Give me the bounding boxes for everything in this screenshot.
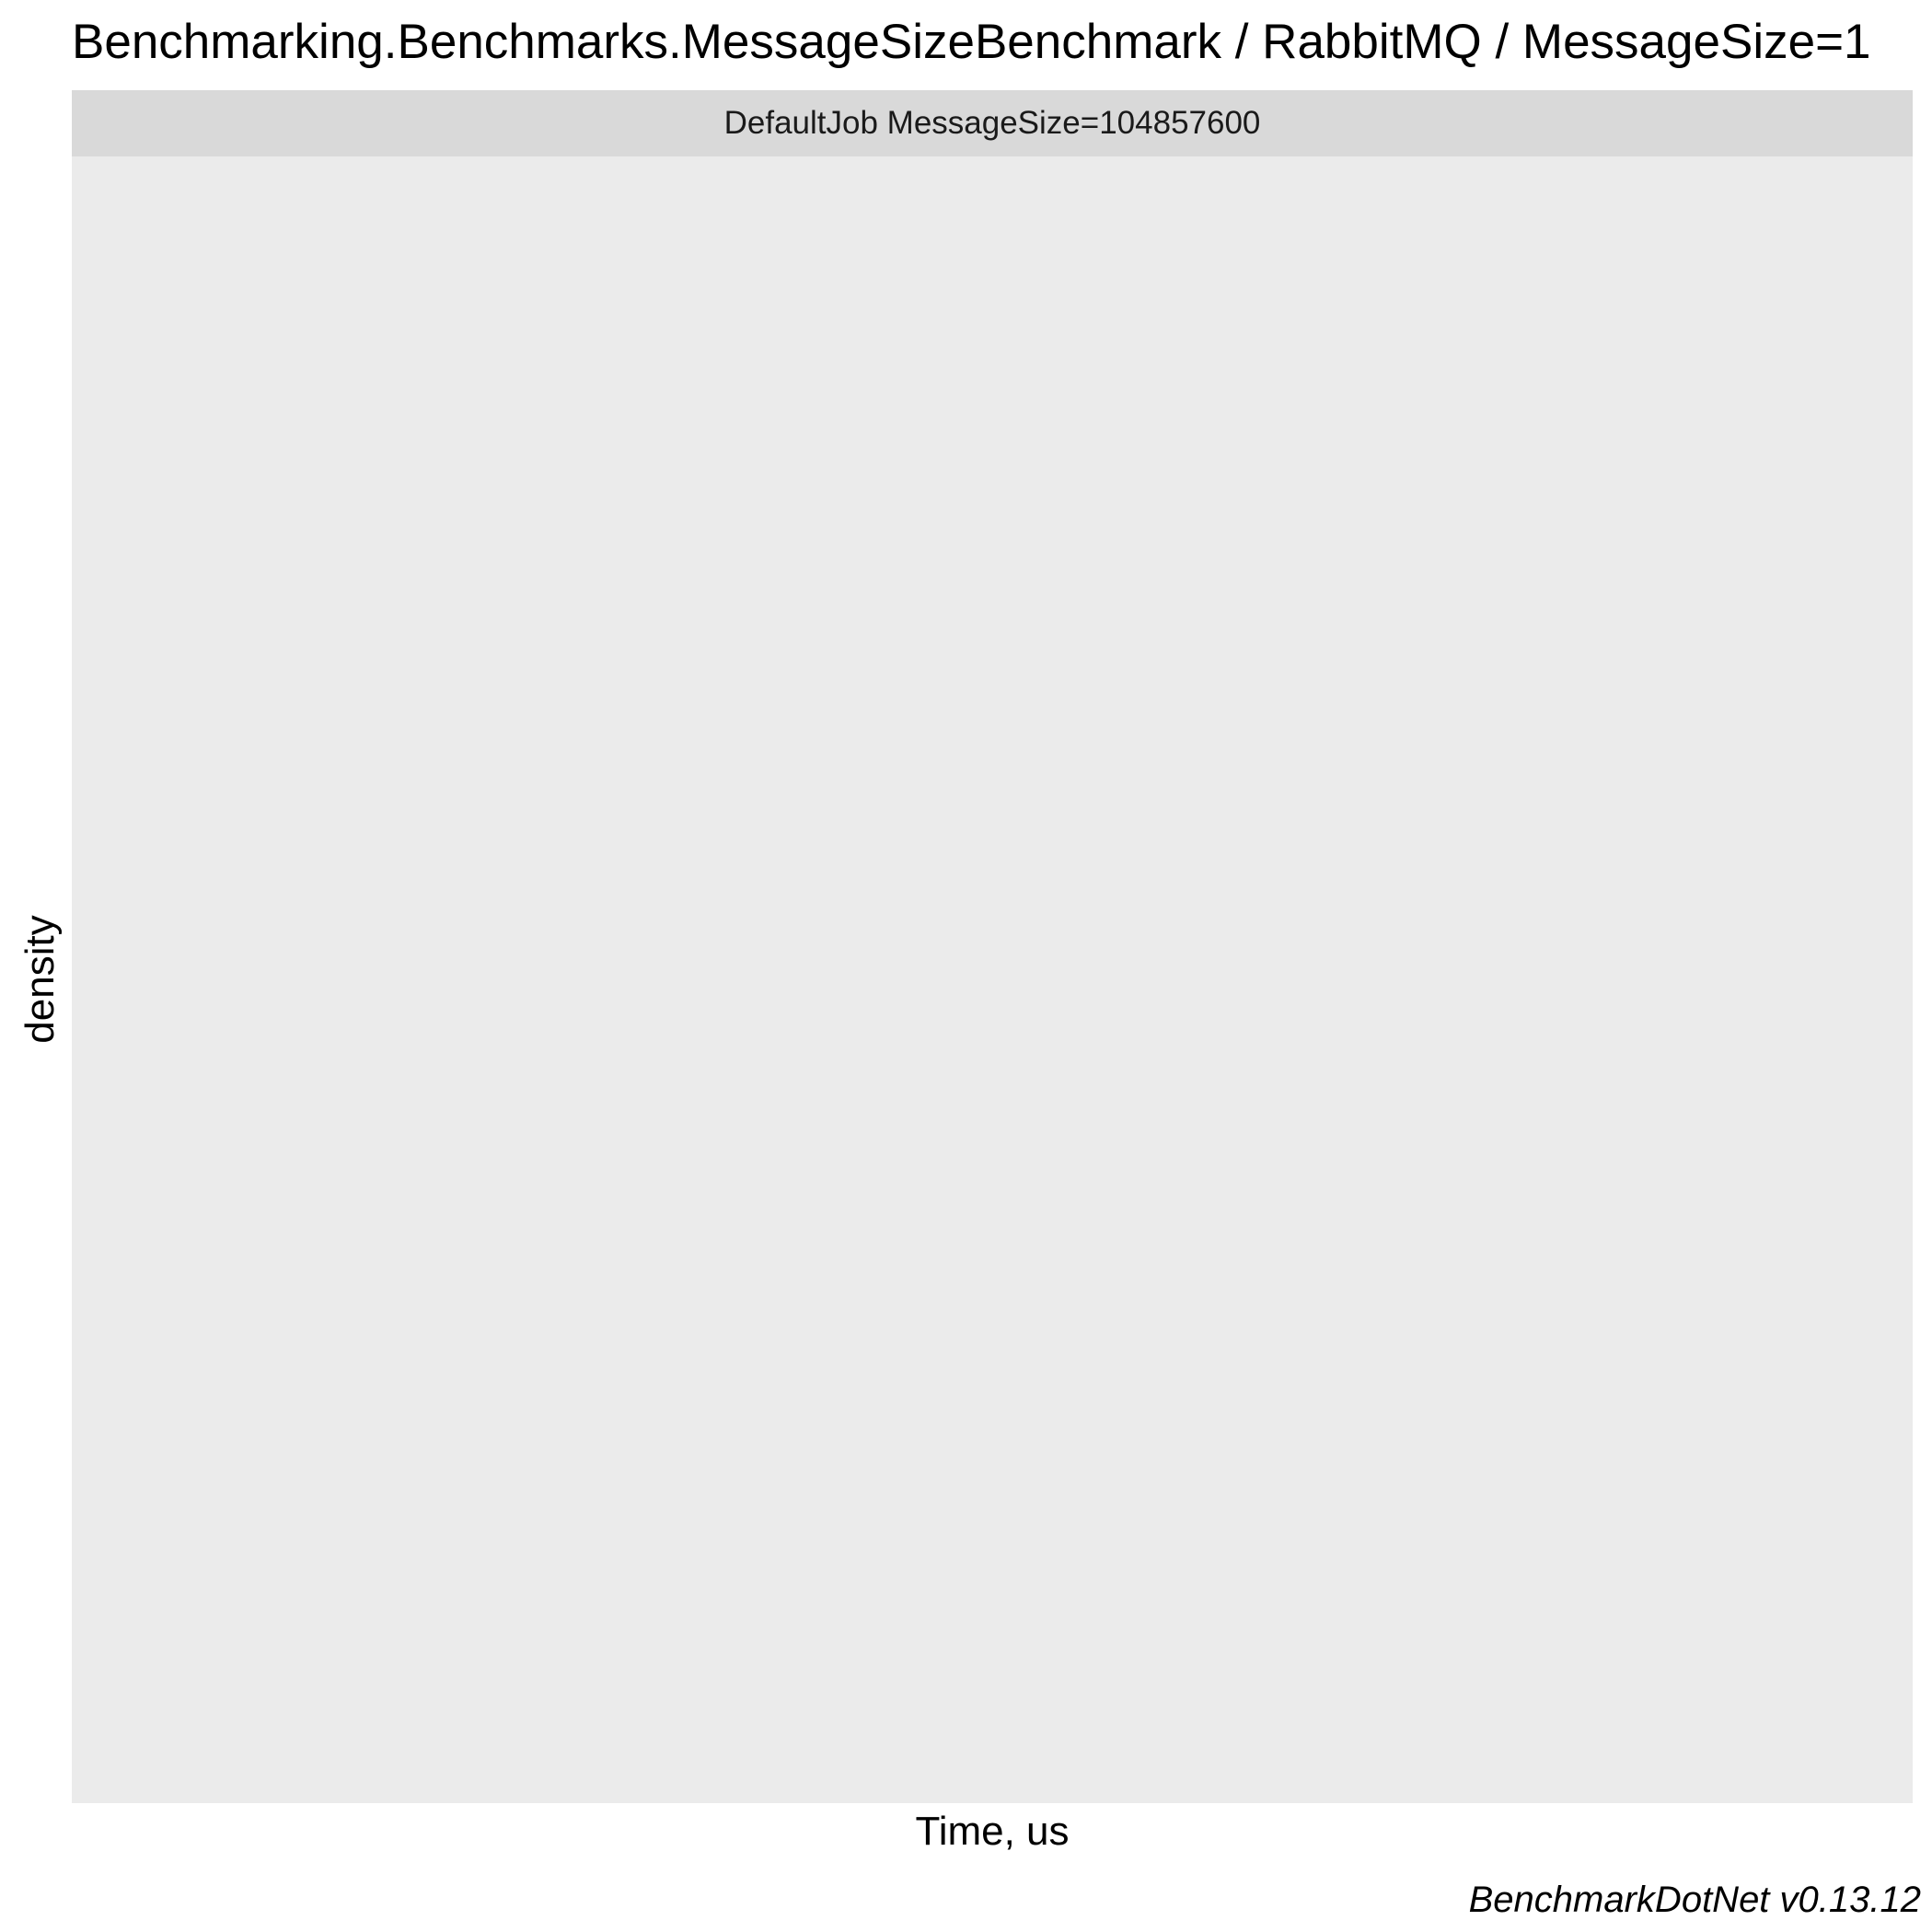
- plot-panel: [72, 156, 1913, 1803]
- facet-strip-label: DefaultJob MessageSize=104857600: [72, 90, 1913, 156]
- x-axis-label: Time, us: [915, 1809, 1070, 1854]
- caption: BenchmarkDotNet v0.13.12: [1468, 1880, 1921, 1920]
- y-axis-label: density: [17, 915, 63, 1044]
- chart-title: Benchmarking.Benchmarks.MessageSizeBench…: [72, 15, 1871, 69]
- plot-area: [72, 156, 1913, 1803]
